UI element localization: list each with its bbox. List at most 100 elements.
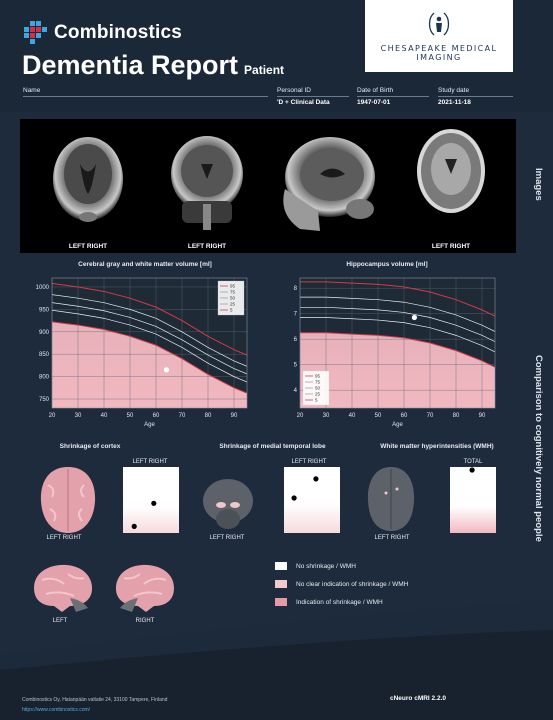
mri-images <box>53 129 485 231</box>
brain-left-label: LEFT <box>52 618 68 624</box>
legend-entry-25: 25 <box>230 302 236 307</box>
mtl-dots <box>291 476 319 501</box>
legend-entry-25: 25 <box>315 392 321 397</box>
x-tick-label: 90 <box>479 413 486 419</box>
footer-url[interactable]: https://www.combinostics.com/ <box>22 707 91 713</box>
cortex-title: Shrinkage of cortex <box>59 443 121 450</box>
y-tick-label: 850 <box>39 352 50 358</box>
chart-gm-title: Cerebral gray and white matter volume [m… <box>78 261 212 268</box>
x-tick-label: 90 <box>231 413 238 419</box>
legend-entry-50: 50 <box>315 386 321 391</box>
mtl-title: Shrinkage of medial temporal lobe <box>219 443 326 450</box>
patient-dot <box>313 476 319 482</box>
mtl-risk-box <box>284 467 340 533</box>
percentile-line-75 <box>52 294 247 367</box>
legend-label-shrinkage: Indication of shrinkage / WMH <box>296 599 383 606</box>
x-tick-label: 40 <box>349 413 356 419</box>
study-date-underline <box>438 96 513 97</box>
comparison-section-label: Comparison to cognitively normal people <box>533 355 544 542</box>
report-subtitle: Patient <box>244 63 285 77</box>
mri-coronal-image <box>171 136 243 230</box>
percentile-line-25 <box>300 317 495 353</box>
legend-label-none: No shrinkage / WMH <box>296 563 356 570</box>
patient-dot <box>291 495 297 501</box>
plot-border <box>51 277 248 409</box>
legend-swatch-shrinkage <box>275 598 287 606</box>
percentile-line-95 <box>300 281 495 317</box>
title-row: Dementia Report Patient <box>22 50 284 81</box>
x-tick-label: 80 <box>205 413 212 419</box>
y-tick-label: 750 <box>39 397 50 403</box>
mri-axial-label: LEFT RIGHT <box>68 243 108 250</box>
x-tick-label: 80 <box>453 413 460 419</box>
patient-point <box>163 367 169 373</box>
chart-gray-white-matter: 20 30 40 50 60 70 80 90 750 800 850 900 950 1000 Age 95… <box>36 277 248 428</box>
wmh-risk-box <box>450 467 496 533</box>
low-percentile-area <box>300 332 495 408</box>
patient-dot <box>131 523 137 529</box>
chart-hippo-title: Hippocampus volume [ml] <box>346 261 428 268</box>
y-tick-label: 4 <box>294 388 298 394</box>
brand-name: Combinostics <box>54 22 183 43</box>
mtl-top-label: LEFT RIGHT <box>291 459 327 465</box>
cortex-top-label: LEFT RIGHT <box>132 459 168 465</box>
x-tick-label: 70 <box>179 413 186 419</box>
mri-sagittal-image <box>283 137 375 231</box>
wmh-bottom-label: LEFT RIGHT <box>374 535 410 541</box>
percentile-line-25 <box>52 309 247 383</box>
legend-swatch-none <box>275 562 287 570</box>
images-section-label: Images <box>533 168 544 201</box>
cortex-brain-top-icon <box>40 467 96 533</box>
dob-label: Date of Birth <box>357 87 394 94</box>
partner-logo: CHESAPEAKE MEDICAL IMAGING <box>365 0 513 72</box>
dob-value: 1947-07-01 <box>357 99 391 106</box>
x-tick-label: 70 <box>427 413 434 419</box>
report-title: Dementia Report <box>22 50 239 80</box>
brain-right-view-icon <box>115 564 174 612</box>
y-tick-label: 6 <box>294 337 298 343</box>
footer-background <box>0 600 553 720</box>
mri-image-panel: LEFT RIGHT LEFT RIGHT LEFT RIGHT <box>20 119 516 253</box>
x-axis-label: Age <box>144 422 155 428</box>
percentile-line-95 <box>52 282 247 356</box>
x-tick-label: 20 <box>49 413 56 419</box>
combinostics-logo-icon <box>24 21 47 44</box>
legend-entry-50: 50 <box>230 296 236 301</box>
percentile-line-75 <box>300 296 495 332</box>
wmh-title: White matter hyperintensities (WMH) <box>380 443 494 450</box>
wmh-top-label: TOTAL <box>463 459 483 465</box>
y-tick-label: 800 <box>39 375 50 381</box>
mri-flair-label: LEFT RIGHT <box>431 243 471 250</box>
legend-swatch-unclear <box>275 580 287 588</box>
legend-entry-95: 95 <box>315 374 321 379</box>
study-date-label: Study date <box>438 87 470 94</box>
x-tick-label: 60 <box>153 413 160 419</box>
x-tick-label: 40 <box>101 413 108 419</box>
legend-entry-95: 95 <box>230 284 236 289</box>
percentile-line-50 <box>52 302 247 375</box>
legend-entry-75: 75 <box>230 290 236 295</box>
y-tick-label: 5 <box>294 363 298 369</box>
x-tick-label: 50 <box>127 413 134 419</box>
y-tick-label: 1000 <box>36 285 50 291</box>
y-tick-label: 950 <box>39 307 50 313</box>
name-label: Name <box>23 87 41 94</box>
brand: Combinostics <box>22 20 182 46</box>
personal-id-label: Personal ID <box>277 87 311 94</box>
brain-left-view-icon <box>34 564 93 612</box>
legend-entry-5: 5 <box>315 398 318 403</box>
brain-right-label: RIGHT <box>135 618 155 624</box>
footer-version: cNeuro cMRI 2.2.0 <box>390 695 446 702</box>
x-tick-label: 50 <box>375 413 382 419</box>
patient-dot <box>469 467 475 473</box>
partner-name: CHESAPEAKE MEDICAL IMAGING <box>380 44 498 62</box>
wmh-dots <box>469 467 475 473</box>
personal-id-underline <box>277 96 349 97</box>
name-underline <box>23 96 268 97</box>
mtl-bottom-label: LEFT RIGHT <box>209 535 245 541</box>
legend-label-unclear: No clear indication of shrinkage / WMH <box>296 581 409 588</box>
y-tick-label: 7 <box>294 312 298 318</box>
